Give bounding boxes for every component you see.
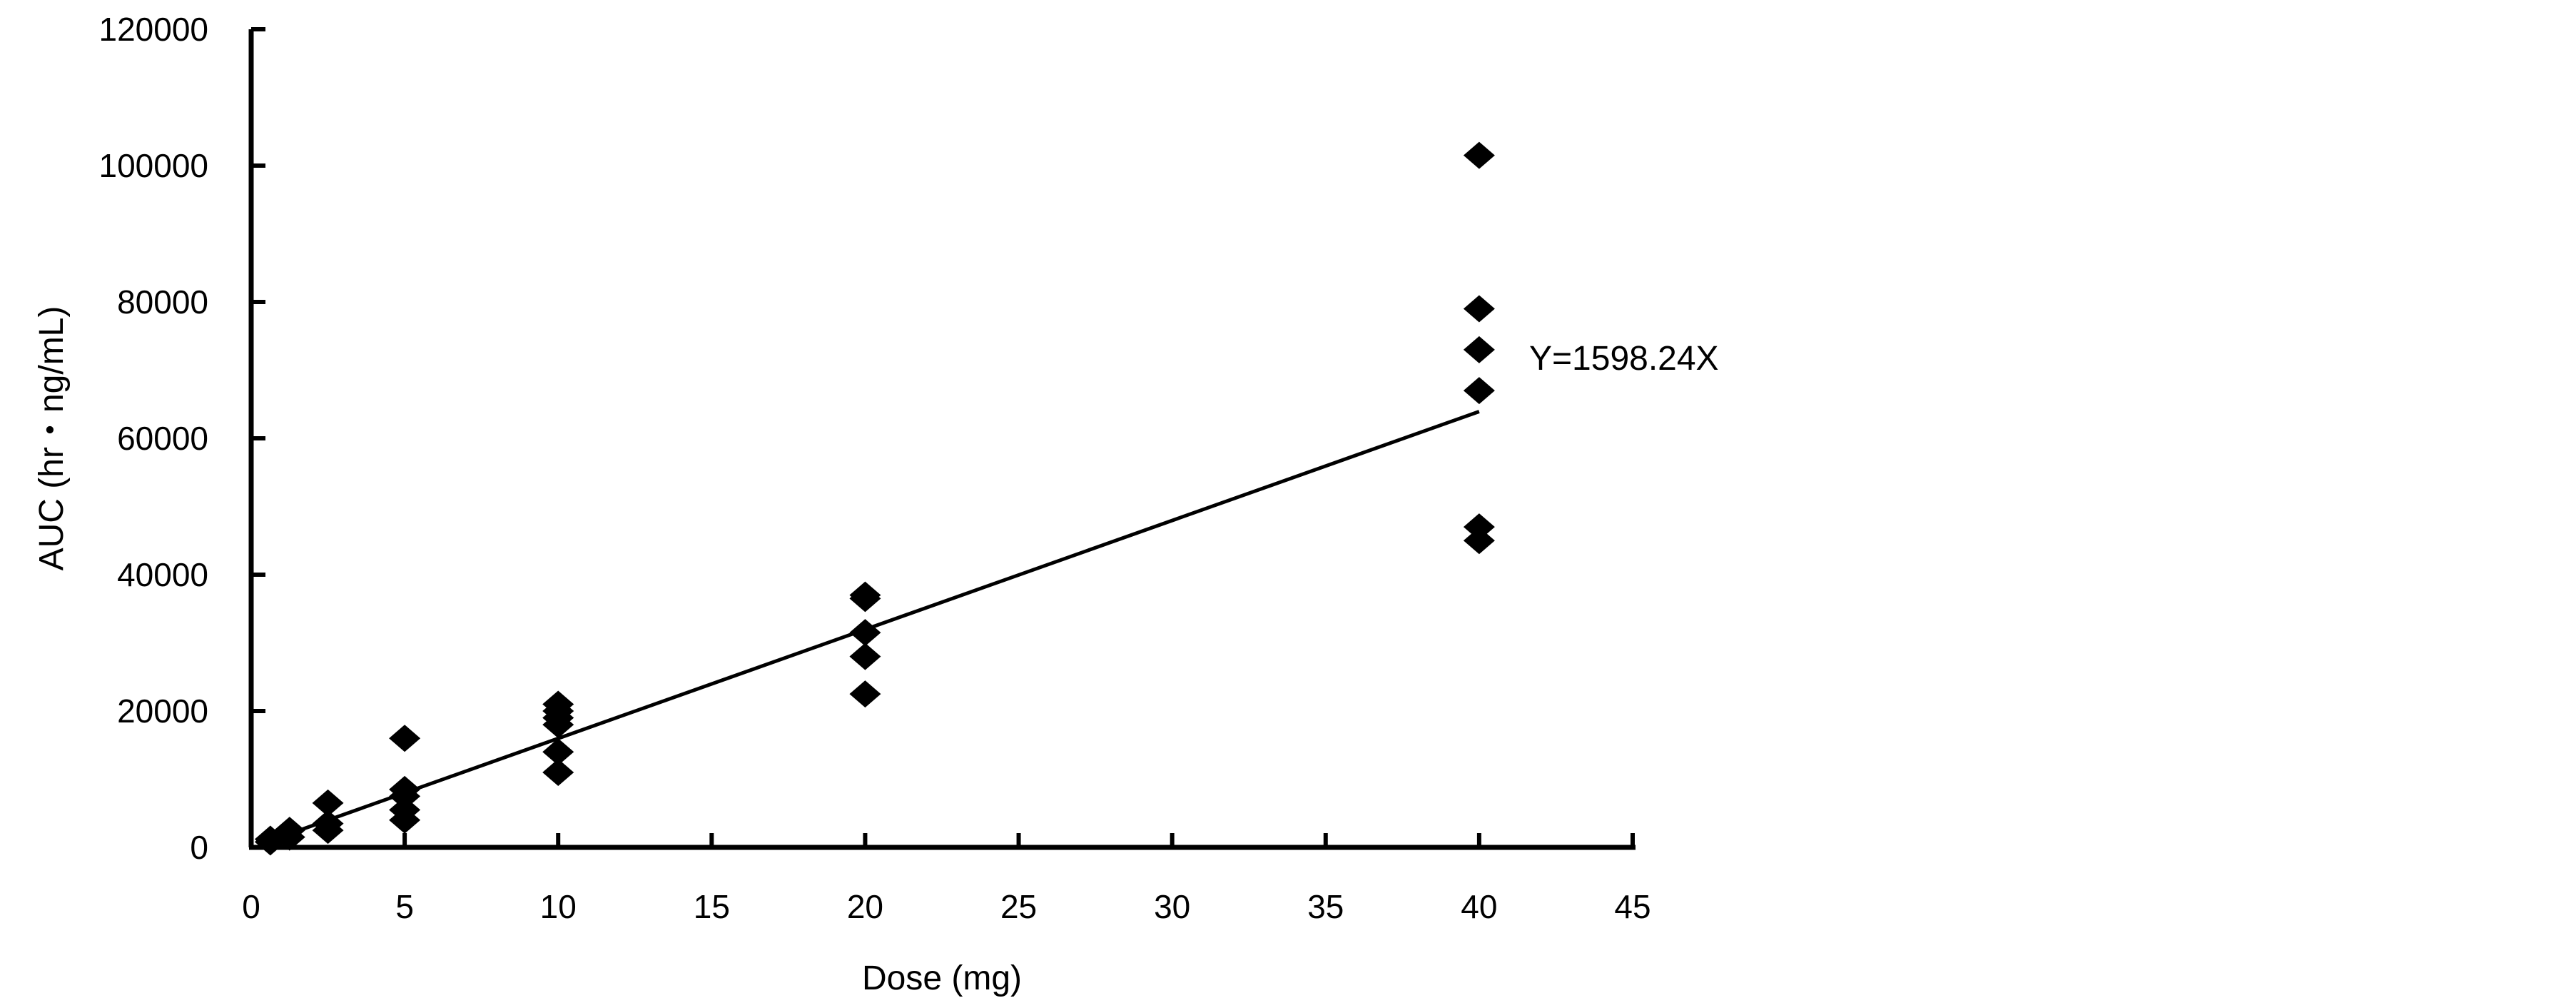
data-point bbox=[542, 690, 574, 718]
x-tick-label: 25 bbox=[1000, 888, 1037, 925]
data-point bbox=[1463, 141, 1495, 169]
data-point bbox=[1463, 336, 1495, 363]
y-tick-label: 40000 bbox=[117, 556, 208, 593]
y-tick-label: 100000 bbox=[99, 147, 209, 184]
x-tick-label: 45 bbox=[1614, 888, 1650, 925]
y-tick-label: 80000 bbox=[117, 283, 208, 321]
data-point bbox=[849, 642, 881, 670]
fit-line bbox=[270, 410, 1480, 842]
data-point bbox=[312, 810, 344, 837]
y-axis-label: AUC (hr・ng/mL) bbox=[33, 306, 71, 571]
y-tick-label: 0 bbox=[190, 829, 208, 866]
data-point bbox=[312, 789, 344, 817]
x-tick-label: 20 bbox=[847, 888, 883, 925]
data-point bbox=[849, 581, 881, 609]
x-tick-label: 35 bbox=[1307, 888, 1344, 925]
y-axis-ticks: 0 20000 40000 60000 80000 100000 120000 bbox=[99, 11, 265, 866]
data-point bbox=[389, 796, 421, 824]
x-tick-label: 5 bbox=[395, 888, 414, 925]
y-tick-label: 60000 bbox=[117, 420, 208, 457]
x-tick-label: 40 bbox=[1461, 888, 1497, 925]
data-point bbox=[849, 619, 881, 647]
data-point bbox=[542, 758, 574, 786]
data-point bbox=[1463, 295, 1495, 323]
data-points bbox=[254, 141, 1495, 856]
x-tick-label: 15 bbox=[694, 888, 730, 925]
x-tick-label: 0 bbox=[242, 888, 260, 925]
data-point bbox=[1463, 377, 1495, 405]
fit-equation-label: Y=1598.24X bbox=[1529, 340, 1719, 378]
x-tick-label: 10 bbox=[540, 888, 577, 925]
x-axis-label: Dose (mg) bbox=[862, 959, 1022, 997]
x-tick-label: 30 bbox=[1154, 888, 1190, 925]
data-point bbox=[273, 817, 305, 845]
data-point bbox=[1463, 513, 1495, 541]
data-point bbox=[542, 738, 574, 766]
x-axis-ticks: 0 5 10 15 20 25 30 35 40 45 bbox=[242, 833, 1651, 925]
data-point bbox=[1463, 527, 1495, 555]
y-tick-label: 120000 bbox=[99, 11, 209, 48]
data-point bbox=[389, 775, 421, 803]
data-point bbox=[849, 680, 881, 708]
data-point bbox=[389, 725, 421, 752]
y-tick-label: 20000 bbox=[117, 692, 208, 730]
